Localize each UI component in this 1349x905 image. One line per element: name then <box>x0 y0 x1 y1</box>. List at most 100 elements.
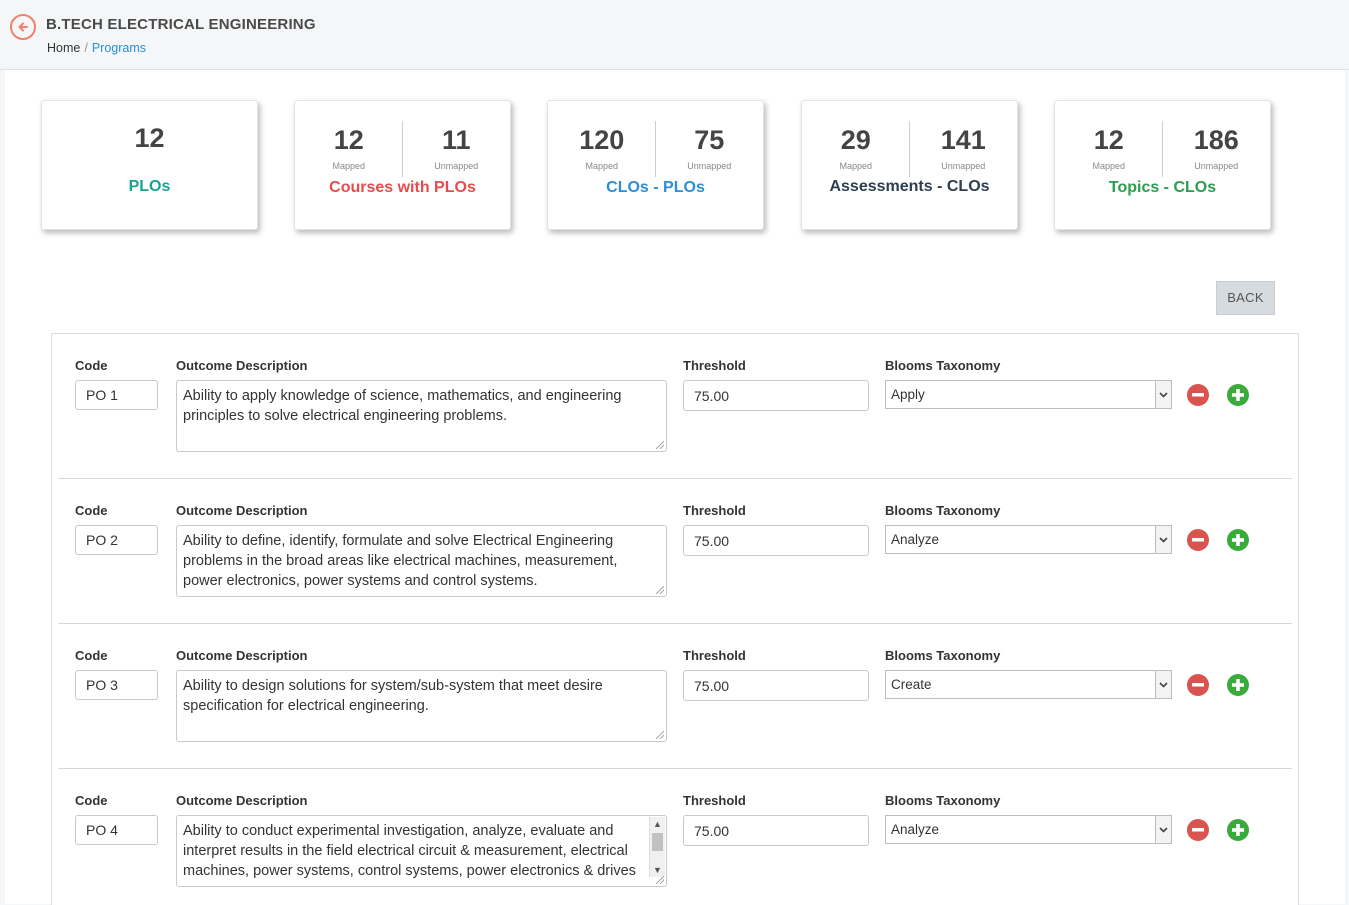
resize-grip-icon[interactable] <box>656 586 664 594</box>
plus-icon <box>1232 389 1244 401</box>
scroll-thumb[interactable] <box>652 833 663 851</box>
chevron-down-icon[interactable] <box>1155 816 1171 843</box>
blooms-selected-value: Analyze <box>891 822 940 837</box>
breadcrumb-home[interactable]: Home <box>47 41 81 55</box>
add-row-button[interactable] <box>1227 529 1249 551</box>
courses-unmapped-count: 11 <box>441 125 471 155</box>
row-divider <box>58 623 1292 624</box>
courses-unmapped: 11 Unmapped <box>403 123 511 171</box>
code-label: Code <box>75 648 108 663</box>
blooms-label: Blooms Taxonomy <box>885 648 1001 663</box>
breadcrumb: Home / Programs <box>47 41 146 55</box>
outcome-description-textarea[interactable]: Ability to design solutions for system/s… <box>176 670 667 742</box>
outcome-description-text: Ability to design solutions for system/s… <box>183 678 603 714</box>
outcome-description-text: Ability to define, identify, formulate a… <box>183 533 618 589</box>
stat-card-courses[interactable]: 12 Mapped 11 Unmapped Courses with PLOs <box>294 100 511 230</box>
resize-grip-icon[interactable] <box>656 876 664 884</box>
stat-card-plos[interactable]: 12 PLOs <box>41 100 258 230</box>
code-input[interactable] <box>75 525 158 555</box>
outcome-description-text: Ability to apply knowledge of science, m… <box>183 388 622 424</box>
add-row-button[interactable] <box>1227 384 1249 406</box>
card-divider <box>909 121 910 177</box>
blooms-taxonomy-select[interactable]: Create <box>885 670 1172 699</box>
page-header: B.TECH ELECTRICAL ENGINEERING Home / Progr… <box>0 0 1349 70</box>
threshold-label: Threshold <box>683 648 746 663</box>
topics-unmapped-count: 186 <box>1193 125 1239 155</box>
topics-label: Topics - CLOs <box>1108 179 1217 196</box>
clos-plos-mapped-count: 120 <box>579 125 625 155</box>
outcome-description-text: Ability to conduct experimental investig… <box>183 823 636 879</box>
add-row-button[interactable] <box>1227 819 1249 841</box>
plo-form: Code Outcome Description Threshold Bloom… <box>51 333 1299 905</box>
scroll-up-icon[interactable]: ▲ <box>653 819 662 829</box>
mapped-caption: Mapped <box>332 161 366 171</box>
stat-card-topics[interactable]: 12 Mapped 186 Unmapped Topics - CLOs <box>1054 100 1271 230</box>
breadcrumb-programs[interactable]: Programs <box>91 41 147 55</box>
remove-row-button[interactable] <box>1187 819 1209 841</box>
topics-mapped-count: 12 <box>1093 125 1124 155</box>
remove-row-button[interactable] <box>1187 674 1209 696</box>
outcome-description-textarea[interactable]: Ability to conduct experimental investig… <box>176 815 667 887</box>
unmapped-caption: Unmapped <box>434 161 479 171</box>
remove-row-button[interactable] <box>1187 384 1209 406</box>
chevron-down-icon[interactable] <box>1155 671 1171 698</box>
threshold-input[interactable] <box>683 380 869 411</box>
add-row-button[interactable] <box>1227 674 1249 696</box>
card-divider <box>655 121 656 177</box>
courses-label: Courses with PLOs <box>329 179 476 196</box>
chevron-down-icon[interactable] <box>1155 381 1171 408</box>
stat-card-assessments[interactable]: 29 Mapped 141 Unmapped Assessments - CLO… <box>801 100 1018 230</box>
code-input[interactable] <box>75 670 158 700</box>
code-label: Code <box>75 358 108 373</box>
textarea-scrollbar[interactable]: ▲ ▼ <box>649 817 665 877</box>
row-divider <box>58 768 1292 769</box>
threshold-input[interactable] <box>683 525 869 556</box>
code-label: Code <box>75 503 108 518</box>
assessments-label: Assessments - CLOs <box>829 178 990 195</box>
clos-plos-unmapped-count: 75 <box>694 125 725 155</box>
plo-row: Code Outcome Description Threshold Bloom… <box>52 624 1298 769</box>
plos-count: 12 <box>134 123 165 153</box>
row-divider <box>58 478 1292 479</box>
clos-plos-mapped: 120 Mapped <box>548 123 656 171</box>
description-label: Outcome Description <box>176 648 308 663</box>
clos-plos-label: CLOs - PLOs <box>606 179 705 196</box>
blooms-taxonomy-select[interactable]: Apply <box>885 380 1172 409</box>
remove-row-button[interactable] <box>1187 529 1209 551</box>
card-divider <box>402 121 403 177</box>
plo-row: Code Outcome Description Threshold Bloom… <box>52 769 1298 905</box>
code-input[interactable] <box>75 380 158 410</box>
plus-icon <box>1232 679 1244 691</box>
clos-plos-unmapped: 75 Unmapped <box>656 123 764 171</box>
mapped-caption: Mapped <box>839 161 873 171</box>
threshold-input[interactable] <box>683 815 869 846</box>
main-panel: 12 PLOs 12 Mapped 11 Unmapped Courses wi… <box>5 70 1345 905</box>
stat-card-clos-plos[interactable]: 120 Mapped 75 Unmapped CLOs - PLOs <box>547 100 764 230</box>
assessments-mapped-count: 29 <box>840 125 871 155</box>
mapped-caption: Mapped <box>585 161 619 171</box>
outcome-description-textarea[interactable]: Ability to define, identify, formulate a… <box>176 525 667 597</box>
unmapped-caption: Unmapped <box>687 161 732 171</box>
code-input[interactable] <box>75 815 158 845</box>
back-arrow-icon[interactable] <box>10 14 36 40</box>
minus-icon <box>1192 683 1204 687</box>
unmapped-caption: Unmapped <box>1194 161 1239 171</box>
minus-icon <box>1192 828 1204 832</box>
blooms-taxonomy-select[interactable]: Analyze <box>885 525 1172 554</box>
resize-grip-icon[interactable] <box>656 441 664 449</box>
scroll-down-icon[interactable]: ▼ <box>653 865 662 875</box>
blooms-label: Blooms Taxonomy <box>885 793 1001 808</box>
blooms-label: Blooms Taxonomy <box>885 358 1001 373</box>
topics-unmapped: 186 Unmapped <box>1163 123 1271 171</box>
chevron-down-icon[interactable] <box>1155 526 1171 553</box>
outcome-description-textarea[interactable]: Ability to apply knowledge of science, m… <box>176 380 667 452</box>
code-label: Code <box>75 793 108 808</box>
resize-grip-icon[interactable] <box>656 731 664 739</box>
topics-mapped: 12 Mapped <box>1055 123 1163 171</box>
plo-row: Code Outcome Description Threshold Bloom… <box>52 479 1298 624</box>
back-button[interactable]: BACK <box>1216 281 1275 315</box>
courses-mapped-count: 12 <box>333 125 364 155</box>
threshold-input[interactable] <box>683 670 869 701</box>
blooms-taxonomy-select[interactable]: Analyze <box>885 815 1172 844</box>
blooms-selected-value: Apply <box>891 387 925 402</box>
